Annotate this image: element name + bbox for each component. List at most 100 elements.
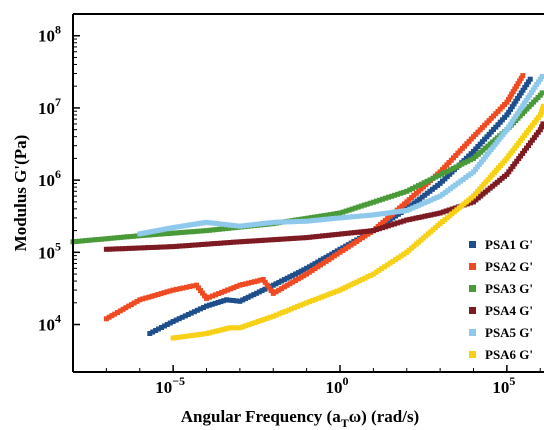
data-point — [468, 157, 474, 163]
data-point — [364, 213, 370, 218]
data-point — [514, 158, 520, 164]
data-point — [149, 293, 155, 299]
data-point — [237, 325, 243, 331]
data-point — [178, 230, 184, 235]
data-point — [424, 190, 430, 196]
data-point — [276, 311, 282, 317]
data-point — [107, 246, 113, 252]
data-point — [344, 214, 350, 220]
data-point — [201, 331, 206, 337]
data-point — [386, 223, 391, 229]
data-point — [227, 325, 233, 331]
data-point — [209, 301, 215, 307]
data-point — [393, 213, 399, 219]
data-point — [134, 298, 140, 304]
data-point — [106, 314, 112, 320]
data-point — [310, 218, 316, 223]
data-point — [245, 294, 251, 300]
data-point — [164, 244, 170, 250]
data-point — [422, 213, 428, 219]
data-point — [123, 305, 129, 311]
data-point — [431, 211, 437, 217]
data-point — [520, 87, 526, 93]
data-point — [184, 284, 189, 290]
data-point — [258, 318, 264, 323]
data-point — [156, 326, 161, 332]
data-point — [266, 237, 271, 243]
data-point — [395, 191, 401, 197]
data-point — [267, 220, 273, 226]
data-point — [246, 322, 252, 328]
data-point — [343, 246, 349, 252]
data-point — [373, 227, 379, 233]
data-point — [135, 245, 141, 251]
data-point — [207, 294, 212, 300]
data-point — [199, 242, 205, 247]
data-point — [237, 298, 243, 304]
data-point — [506, 97, 511, 103]
data-point — [331, 253, 337, 259]
legend: PSA1 G' PSA2 G' PSA3 G' PSA4 G' PSA5 G' PSA6 … — [469, 237, 533, 362]
data-point — [209, 329, 215, 335]
data-point — [537, 127, 543, 133]
data-point — [318, 257, 323, 263]
data-point — [293, 271, 298, 277]
data-point — [540, 103, 544, 109]
data-point — [130, 233, 136, 239]
data-point — [153, 328, 159, 333]
data-point — [257, 221, 263, 227]
data-point — [313, 296, 319, 302]
data-point — [323, 233, 329, 239]
data-point — [512, 145, 518, 151]
data-point — [240, 297, 246, 303]
data-point — [127, 234, 133, 240]
data-point — [428, 197, 434, 203]
data-point — [453, 164, 459, 170]
data-point — [231, 239, 236, 245]
data-point — [533, 132, 539, 138]
legend-label: PSA3 G' — [485, 281, 533, 296]
y-tick-label: 105 — [38, 239, 61, 262]
data-point — [173, 317, 179, 323]
data-point — [526, 127, 531, 133]
y-tick-label: 106 — [38, 167, 61, 190]
data-point — [176, 224, 182, 230]
data-point — [304, 300, 310, 306]
data-point — [216, 226, 222, 232]
data-point — [329, 251, 335, 257]
data-point — [240, 223, 246, 229]
data-point — [126, 303, 132, 309]
data-point — [539, 74, 544, 79]
data-point — [507, 94, 513, 100]
data-point — [508, 106, 513, 112]
data-point — [395, 220, 401, 226]
data-point — [389, 193, 395, 199]
data-point — [364, 201, 370, 207]
data-point — [456, 163, 462, 169]
data-point — [449, 206, 455, 212]
data-point — [170, 244, 176, 250]
data-point — [516, 93, 522, 99]
data-point — [227, 240, 233, 245]
data-point — [218, 299, 224, 305]
data-point — [187, 284, 193, 290]
data-point — [410, 205, 416, 211]
data-point — [161, 226, 167, 232]
data-point — [419, 214, 425, 220]
data-point — [252, 279, 257, 285]
data-point — [170, 287, 176, 293]
data-point — [281, 277, 287, 283]
data-point — [116, 246, 122, 252]
data-point — [357, 278, 362, 284]
data-point — [164, 322, 170, 327]
x-tick-label: 10−5 — [155, 374, 185, 397]
data-point — [306, 269, 312, 275]
data-point — [270, 282, 276, 288]
data-point — [219, 289, 225, 295]
data-point — [320, 256, 326, 262]
data-point — [194, 282, 199, 288]
data-point — [279, 310, 285, 316]
data-point — [170, 225, 176, 231]
data-point — [212, 328, 218, 334]
data-point — [204, 295, 209, 301]
